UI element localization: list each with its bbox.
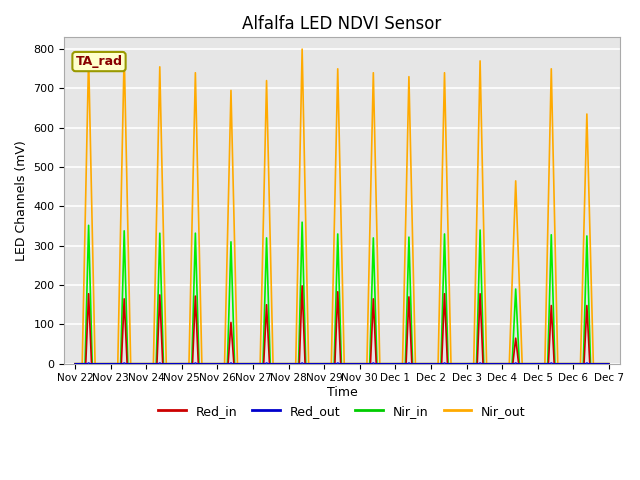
Legend: Red_in, Red_out, Nir_in, Nir_out: Red_in, Red_out, Nir_in, Nir_out bbox=[153, 400, 531, 423]
X-axis label: Time: Time bbox=[326, 386, 357, 399]
Text: TA_rad: TA_rad bbox=[76, 55, 122, 68]
Y-axis label: LED Channels (mV): LED Channels (mV) bbox=[15, 140, 28, 261]
Title: Alfalfa LED NDVI Sensor: Alfalfa LED NDVI Sensor bbox=[243, 15, 442, 33]
